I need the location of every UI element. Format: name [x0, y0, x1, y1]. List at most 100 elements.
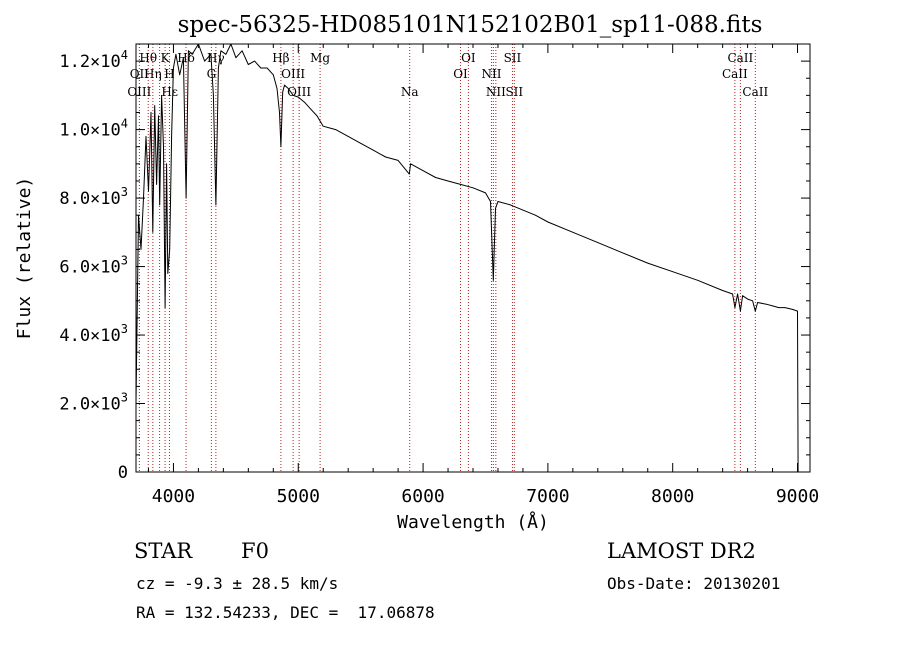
spectrum-point — [522, 209, 524, 211]
spectrum-point — [747, 298, 748, 300]
spectrum-point — [722, 290, 723, 291]
spectrum-point — [784, 307, 786, 308]
spectrum-point — [164, 307, 166, 308]
spectrum-point — [154, 105, 156, 106]
spectrum-point — [410, 163, 411, 165]
line-label: G — [207, 67, 217, 81]
line-markers — [138, 44, 756, 472]
spectrum-point — [276, 88, 278, 89]
spectrum-point — [792, 309, 793, 310]
spectrum-point — [225, 53, 227, 55]
spectrum-point — [292, 95, 294, 96]
spectrum-point — [171, 136, 173, 137]
spectrum-point — [145, 136, 147, 137]
spectrum-point — [547, 221, 549, 223]
spectrum-point — [213, 95, 214, 96]
coordinates-text: RA = 132.54233, DEC = 17.06878 — [136, 603, 435, 622]
spectrum-point — [279, 112, 280, 113]
spectrum-point — [280, 146, 282, 148]
spectrum-point — [260, 67, 262, 69]
y-tick-label: 8.0×103 — [59, 185, 128, 209]
spectrum-point — [166, 163, 168, 165]
spectrum-point — [254, 60, 256, 62]
spectrum-point — [360, 142, 362, 144]
spectrum-point — [485, 192, 486, 194]
spectrum-point — [697, 279, 699, 281]
spectrum-point — [175, 53, 177, 55]
x-tick-label: 4000 — [152, 486, 195, 507]
spectrum-point — [372, 149, 374, 151]
redshift-text: cz = -9.3 ± 28.5 km/s — [136, 574, 339, 593]
line-label: OII — [130, 67, 150, 81]
spectrum-point — [622, 252, 624, 254]
line-label: Mg — [310, 51, 330, 65]
spectrum-series — [135, 43, 799, 473]
line-label: NII — [486, 85, 506, 99]
spectrum-point — [287, 88, 289, 89]
spectrum-point — [335, 129, 337, 131]
spectrum-point — [757, 302, 758, 303]
line-label: Hε — [161, 85, 178, 99]
line-label: Hη — [144, 67, 162, 81]
spectrum-point — [732, 293, 733, 295]
spectrum-point — [778, 307, 780, 308]
spectrum-point — [163, 146, 164, 148]
spectrum-point — [310, 108, 312, 110]
x-tick-label: 9000 — [776, 486, 819, 507]
spectrum-point — [218, 67, 219, 69]
spectrum-point — [472, 187, 474, 189]
spectrum-point — [347, 136, 349, 137]
object-class: STAR — [134, 539, 193, 563]
survey-name: LAMOST DR2 — [607, 539, 756, 563]
spectrum-point — [191, 53, 193, 55]
spectrum-point — [765, 303, 767, 305]
x-tick-label: 7000 — [526, 486, 569, 507]
line-label: CaII — [727, 51, 753, 65]
spectrum-point — [734, 307, 736, 308]
line-label: SII — [504, 51, 522, 65]
spectrum-point — [490, 201, 491, 202]
spectrum-point — [185, 197, 187, 199]
y-tick-label: 6.0×103 — [59, 254, 128, 278]
spectrum-point — [497, 201, 499, 202]
spectrum-point — [752, 300, 753, 302]
line-label: Hδ — [177, 51, 195, 65]
object-subclass: F0 — [241, 539, 269, 563]
x-axis-label: Wavelength (Å) — [397, 511, 549, 533]
line-label: H — [164, 67, 174, 81]
line-labels: Hθ OII OIII KH Hε Hη Hδ Hγ G Hβ OIII OIII Mg Na OI OI NI… — [127, 51, 768, 99]
y-tick-label: 1.2×104 — [59, 48, 128, 72]
spectrum-point — [316, 115, 318, 117]
spectrum-point — [152, 231, 154, 233]
spectrum-point — [492, 279, 494, 281]
chart-title: spec-56325-HD085101N152102B01_sp11-088.f… — [178, 12, 763, 38]
spectrum-point — [408, 173, 410, 175]
x-tick-label: 5000 — [277, 486, 320, 507]
spectrum-point — [284, 84, 285, 86]
spectrum-line — [135, 43, 799, 473]
spectrum-point — [447, 180, 449, 182]
y-tick-label: 1.0×104 — [59, 117, 128, 141]
spectrum-point — [159, 204, 161, 206]
spectrum-point — [210, 53, 212, 55]
spectrum-point — [535, 214, 536, 216]
line-label: NII — [481, 67, 501, 81]
line-label: OI — [453, 67, 468, 81]
spectrum-point — [282, 91, 284, 93]
spectrum-point — [672, 271, 674, 273]
spectrum-point — [754, 310, 756, 312]
spectrum-point — [742, 295, 743, 297]
obs-date: Obs-Date: 20130201 — [607, 574, 781, 593]
spectrum-point — [167, 273, 169, 274]
spectrum-point — [188, 50, 189, 52]
line-label: CaII — [742, 85, 768, 99]
y-tick-label: 4.0×103 — [59, 322, 128, 346]
line-label: SII — [505, 85, 523, 99]
spectrum-point — [772, 305, 773, 307]
x-tick-label: 6000 — [401, 486, 444, 507]
spectrum-point — [510, 204, 511, 206]
line-label: Hθ — [139, 51, 157, 65]
spectrum-point — [156, 184, 158, 185]
